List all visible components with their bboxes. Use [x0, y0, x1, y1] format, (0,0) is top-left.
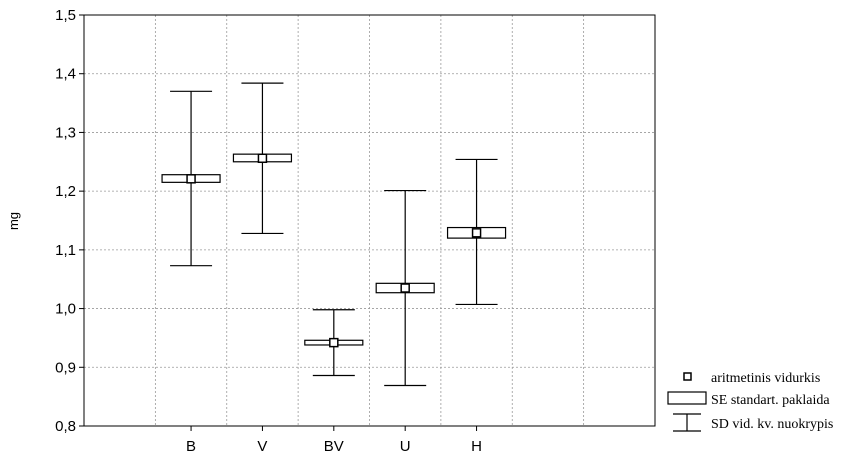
x-tick-label: H	[471, 438, 482, 455]
group-h	[446, 158, 507, 306]
x-axis: B V BV U H	[186, 426, 482, 455]
x-tick-label: B	[186, 438, 196, 455]
group-b	[161, 90, 221, 267]
y-tick-label: 1,4	[55, 66, 76, 83]
mean-marker	[329, 337, 339, 348]
mean-marker	[186, 174, 196, 184]
plot-frame	[83, 14, 656, 427]
gridlines	[84, 15, 655, 426]
mean-marker	[471, 228, 482, 238]
mean-marker	[257, 153, 268, 164]
legend-label: SD vid. kv. nuokrypis	[711, 417, 833, 432]
y-tick-label: 1,5	[55, 7, 76, 24]
legend-mean-symbol	[683, 372, 692, 381]
x-tick-label: BV	[324, 438, 344, 455]
mean-marker	[400, 283, 410, 293]
legend-label: SE standart. paklaida	[711, 393, 830, 408]
legend-se-symbol	[667, 391, 707, 405]
legend-label: aritmetinis vidurkis	[711, 371, 820, 386]
y-tick-label: 1,0	[55, 301, 76, 318]
y-tick-label: 1,1	[55, 242, 76, 259]
plot-marks	[161, 82, 507, 387]
y-tick-label: 0,9	[55, 359, 76, 376]
y-axis-label: mg	[6, 212, 21, 230]
y-axis: 0,8 0,9 1,0 1,1 1,2 1,3 1,4 1,5	[55, 7, 84, 435]
x-tick-label: U	[400, 438, 411, 455]
x-tick-label: V	[257, 438, 267, 455]
legend: aritmetinis vidurkis SE standart. paklaid…	[667, 371, 833, 432]
y-tick-label: 1,2	[55, 183, 76, 200]
group-bv	[304, 309, 364, 377]
group-v	[232, 82, 293, 235]
y-tick-label: 1,3	[55, 124, 76, 141]
group-u	[375, 189, 435, 387]
y-tick-label: 0,8	[55, 418, 76, 435]
